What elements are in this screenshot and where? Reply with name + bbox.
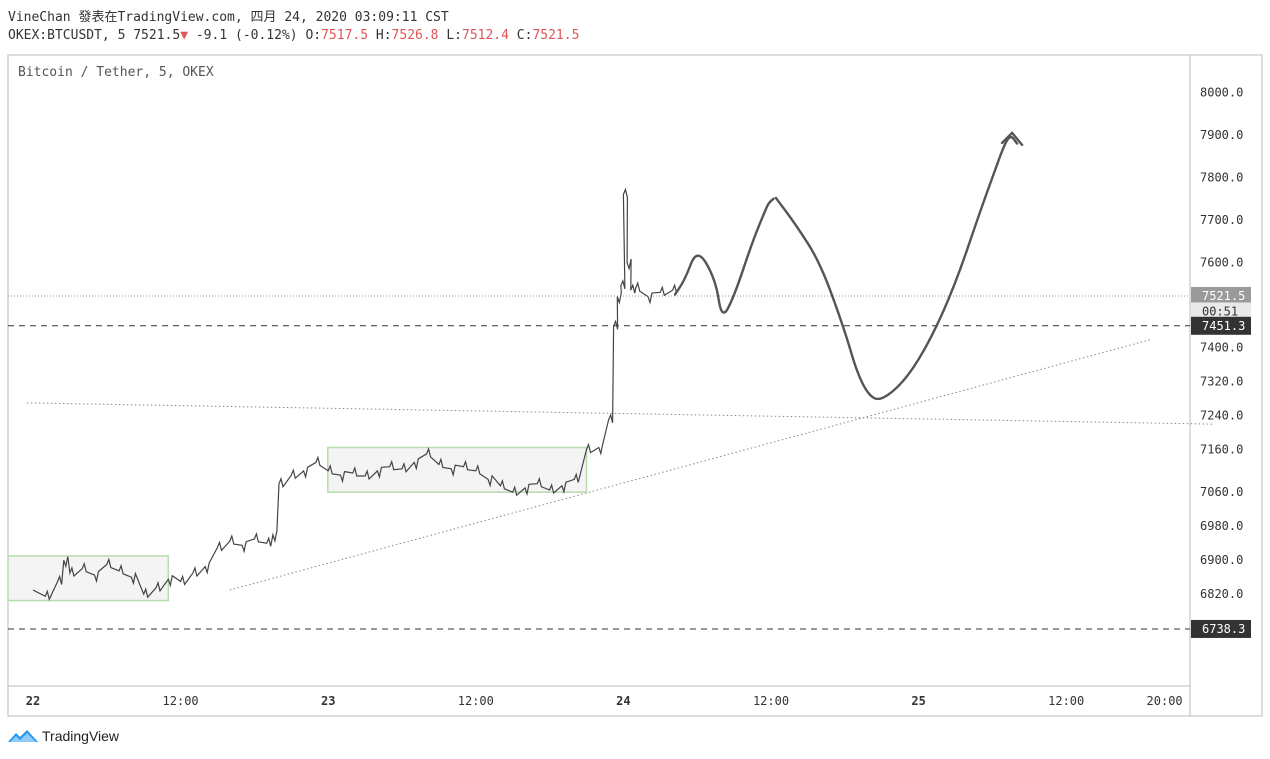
symbol-description: Bitcoin / Tether, 5, OKEX	[18, 65, 214, 80]
tradingview-logo-icon	[8, 730, 38, 742]
high-label: H:	[375, 28, 392, 43]
price-badge	[1191, 302, 1251, 321]
x-tick-label: 24	[616, 694, 630, 708]
x-tick-label: 25	[911, 694, 925, 708]
price-badge	[1191, 619, 1251, 638]
price-badge	[1191, 286, 1251, 305]
low-label: L:	[446, 28, 462, 43]
price-change: -9.1 (-0.12%)	[195, 28, 298, 43]
price-axis	[1189, 54, 1263, 717]
y-tick-label: 6900.0	[1200, 553, 1243, 567]
price-badge-label: 7521.5	[1202, 289, 1245, 303]
x-tick-label: 12:00	[163, 694, 199, 708]
published-text: 發表在TradingView.com,	[78, 10, 243, 25]
projection-path-1	[673, 197, 775, 314]
brand-name: TradingView	[42, 728, 120, 744]
plot-area	[7, 54, 1191, 687]
y-tick-label: 7320.0	[1200, 375, 1243, 389]
x-tick-label: 12:00	[1048, 694, 1084, 708]
price-badge-label: 6738.3	[1202, 622, 1245, 636]
x-tick-label: 12:00	[753, 694, 789, 708]
last-price: 7521.5	[133, 28, 181, 43]
projection-arrow-head	[1000, 131, 1024, 147]
y-tick-label: 7060.0	[1200, 485, 1243, 499]
close-value: 7521.5	[532, 28, 580, 43]
y-tick-label: 7160.0	[1200, 443, 1243, 457]
x-tick-label: 12:00	[458, 694, 494, 708]
price-badge-label: 7451.3	[1202, 319, 1245, 333]
x-tick-label: 20:00	[1147, 694, 1183, 708]
price-chart[interactable]: 8000.0 7900.0 7800.0 7700.0 7600.0 7400.0 7320…	[0, 0, 1270, 720]
y-tick-label: 7400.0	[1200, 341, 1243, 355]
publish-date: 四月 24, 2020 03:09:11 CST	[250, 10, 449, 25]
open-value: 7517.5	[321, 28, 369, 43]
x-tick-label: 22	[26, 694, 40, 708]
price-badge	[1191, 316, 1251, 335]
price-badge-label: 00:51	[1202, 304, 1238, 318]
author-name[interactable]: VineChan	[8, 10, 71, 25]
symbol-ticker: OKEX:BTCUSDT, 5	[8, 28, 126, 43]
low-value: 7512.4	[462, 28, 509, 43]
y-tick-label: 7800.0	[1200, 171, 1243, 185]
time-axis	[7, 685, 1191, 717]
projection-path-2	[774, 135, 1019, 401]
trendline-2	[26, 402, 1214, 425]
publish-header: VineChan 發表在TradingView.com, 四月 24, 2020…	[8, 6, 449, 25]
y-tick-label: 7900.0	[1200, 128, 1243, 142]
y-tick-label: 8000.0	[1200, 85, 1243, 99]
trendline-1	[229, 338, 1153, 591]
y-tick-label: 6820.0	[1200, 587, 1243, 601]
x-tick-label: 23	[321, 694, 335, 708]
y-tick-label: 7700.0	[1200, 213, 1243, 227]
down-arrow-icon: ▼	[180, 28, 189, 43]
ohlc-legend: OKEX:BTCUSDT, 5 7521.5▼ -9.1 (-0.12%) O:…	[8, 28, 579, 43]
y-tick-label: 7240.0	[1200, 409, 1243, 423]
y-tick-label: 7600.0	[1200, 256, 1243, 270]
price-series	[32, 187, 678, 602]
y-tick-label: 6980.0	[1200, 519, 1243, 533]
range-box-2	[327, 446, 588, 493]
close-label: C:	[516, 28, 533, 43]
range-box-1	[7, 555, 170, 602]
tradingview-brand[interactable]: TradingView	[8, 728, 119, 744]
high-value: 7526.8	[391, 28, 439, 43]
open-label: O:	[305, 28, 322, 43]
